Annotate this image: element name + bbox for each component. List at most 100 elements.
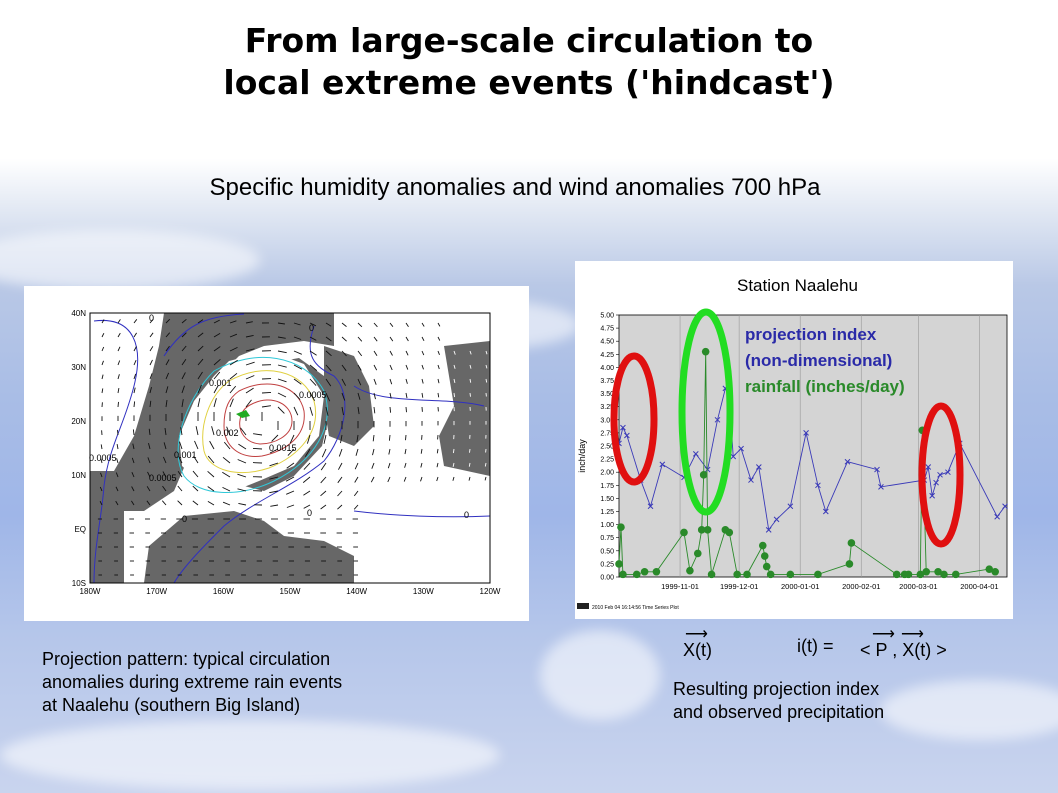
wind-vector [271,434,279,442]
wind-vector [321,448,327,458]
wind-vector [484,504,487,509]
y-tick-label: 4.00 [600,365,614,372]
wind-vector [177,471,183,478]
wind-vector [325,336,332,342]
wind-vector [303,504,311,509]
wind-vector [162,485,167,492]
wind-vector [304,448,311,457]
rainfall-point [766,570,775,579]
wind-vector [165,318,171,324]
wind-vector [387,490,391,496]
wind-vector [403,476,407,482]
wind-vector [285,476,295,482]
wind-vector [421,392,424,398]
y-tick-label: 2.75 [600,430,614,437]
wind-vector [101,388,104,394]
wind-vector [245,348,255,352]
wind-vector [195,426,199,436]
wind-vector [437,378,440,384]
wind-vector [405,392,408,399]
wind-vector [309,336,317,341]
wind-vector [373,336,378,342]
wind-vector [341,350,347,357]
wind-vector [341,364,347,372]
wind-vector [436,490,439,495]
contour-label: 0.0005 [149,473,177,483]
wind-vector [387,462,391,469]
wind-vector [117,388,120,394]
projection-index-point [659,461,666,468]
wind-vector [357,392,361,400]
wind-vector [146,486,151,492]
contour-label: 0.001 [209,378,232,388]
wind-vector [179,441,183,450]
footer-logo [577,603,589,609]
lat-tick-label: EQ [74,525,86,534]
wind-vector [485,350,488,355]
wind-vector [149,400,152,408]
projection-index-point [803,430,809,436]
projection-index-point [765,526,772,533]
lon-tick-label: 160W [213,587,234,596]
wind-vector [286,504,295,508]
y-tick-label: 4.75 [600,326,614,333]
lon-tick-label: 120W [480,587,501,596]
wind-vector [162,471,167,478]
rainfall-point [904,570,913,579]
wind-vector [373,378,377,385]
wind-vector [238,443,247,450]
wind-vector [386,504,391,510]
map-panel: 0 0 0 0 0 0.001 0.002 0.0015 0.001 0.0005 0.0005 0.… [24,286,529,621]
x-tick-label: 2000-04-01 [960,582,998,591]
wind-vector [373,322,378,328]
humidity-contour [202,370,316,474]
wind-vector [213,384,219,394]
wind-vector [388,448,391,455]
slide-title: From large-scale circulation to local ex… [0,20,1058,104]
wind-vector [197,358,204,366]
wind-vector [149,359,153,366]
wind-vector [387,476,391,483]
wind-vector [420,448,423,454]
wind-vector [270,504,279,507]
wind-vector [117,346,121,352]
y-axis-label: inch/day [577,439,587,473]
rainfall-point [916,570,925,579]
wind-vector [404,462,407,468]
wind-vector [320,476,327,484]
wind-vector [436,476,439,482]
rainfall-point [693,549,702,558]
wind-vector [435,504,439,509]
lat-tick-label: 40N [71,309,86,318]
y-tick-label: 2.50 [600,444,614,451]
wind-vector [101,346,105,352]
contour-label: 0.0005 [299,390,327,400]
wind-vector [229,346,238,352]
y-tick-label: 5.00 [600,313,614,320]
wind-vector [147,471,151,478]
wind-vector [277,378,287,383]
formula-xt: ⟶ X(t) [683,626,712,661]
wind-vector [338,462,343,470]
projection-index-point [755,464,762,470]
wind-vector [116,458,119,464]
wind-vector [357,378,362,386]
wind-vector [117,374,120,380]
y-tick-label: 0.00 [600,575,614,582]
wind-vector [468,504,471,509]
wind-vector [389,336,394,342]
wind-vector [165,345,170,352]
wind-vector [468,476,471,481]
rainfall-point [725,528,734,537]
rainfall-point [697,526,706,534]
wind-vector [286,462,295,469]
wind-vector [453,322,457,327]
wind-vector [117,360,121,366]
wind-vector [286,490,295,495]
wind-vector [161,500,167,506]
wind-vector [293,322,301,326]
wind-vector [389,378,393,385]
wind-vector [405,406,407,413]
wind-vector [132,443,135,450]
humidity-core-region [179,351,324,491]
